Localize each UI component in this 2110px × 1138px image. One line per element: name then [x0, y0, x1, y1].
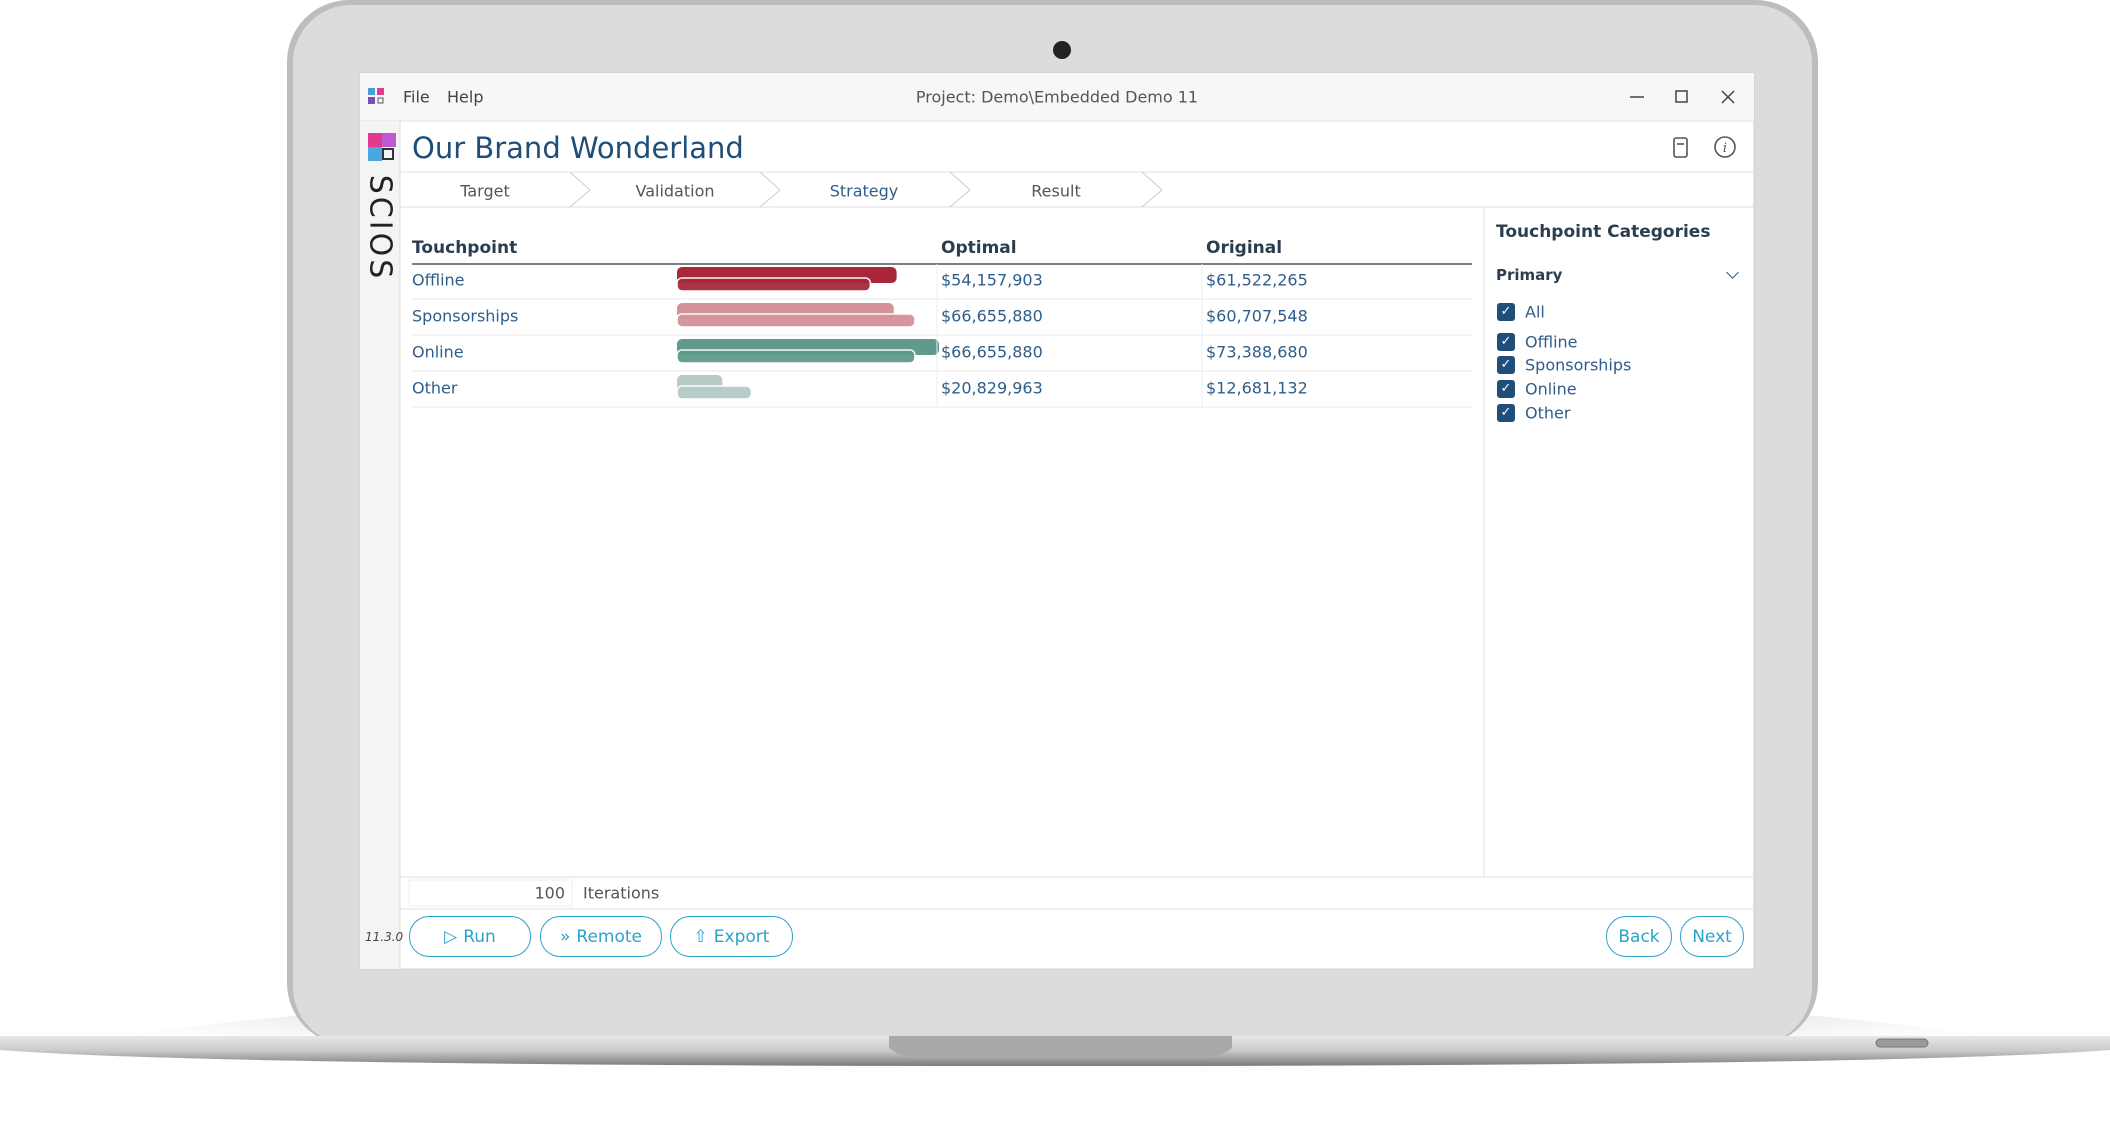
optimal-value: $20,829,963 — [941, 378, 1043, 398]
logo-text: SCIOS — [362, 174, 398, 282]
checkbox-label: Offline — [1525, 332, 1578, 352]
heading: Our Brand Wonderland — [412, 131, 744, 165]
button[interactable]: » Remote — [540, 916, 662, 957]
project-title: Project: Demo\Embedded Demo 11 — [915, 87, 1199, 107]
group-label: Primary — [1496, 266, 1563, 284]
button-label: Remote — [576, 926, 642, 947]
notch — [889, 1036, 1232, 1058]
iterations-label: Iterations — [583, 883, 660, 903]
checkbox[interactable]: ✓ — [1497, 333, 1515, 351]
tab[interactable]: Strategy — [829, 181, 899, 201]
checkbox-label: Online — [1525, 379, 1577, 399]
touchpoint-name: Offline — [412, 270, 465, 290]
iterations-value: 100 — [534, 883, 565, 903]
menu-item: Help — [447, 87, 484, 107]
version: 11.3.0 — [365, 930, 404, 944]
touchpoint-name: Sponsorships — [412, 306, 519, 326]
original-value: $73,388,680 — [1206, 342, 1308, 362]
port — [1875, 1038, 1929, 1048]
menu-item: File — [403, 87, 430, 107]
optimal-bar — [676, 349, 916, 364]
optimal-value: $66,655,880 — [941, 306, 1043, 326]
window — [359, 72, 1755, 970]
button-label: Run — [463, 926, 496, 947]
checkbox[interactable]: ✓ — [1497, 356, 1515, 374]
column-header: Optimal — [941, 238, 1017, 258]
button[interactable]: Next — [1680, 916, 1744, 957]
tab[interactable]: Validation — [635, 181, 715, 201]
optimal-value: $54,157,903 — [941, 270, 1043, 290]
original-value: $61,522,265 — [1206, 270, 1308, 290]
button[interactable]: ⇧ Export — [670, 916, 793, 957]
checkbox[interactable]: ✓ — [1497, 404, 1515, 422]
tab[interactable]: Result — [1031, 181, 1081, 201]
button-label: Back — [1618, 926, 1660, 947]
checkbox-label: Other — [1525, 403, 1571, 423]
optimal-bar — [676, 277, 872, 292]
optimal-bar — [676, 313, 916, 328]
column-header: Original — [1206, 238, 1283, 258]
optimal-value: $66,655,880 — [941, 342, 1043, 362]
panel-title: Touchpoint Categories — [1496, 222, 1711, 242]
touchpoint-name: Online — [412, 342, 464, 362]
original-value: $60,707,548 — [1206, 306, 1308, 326]
touchpoint-name: Other — [412, 378, 458, 398]
checkbox-label: Sponsorships — [1525, 355, 1632, 375]
checkbox-label: All — [1525, 302, 1545, 322]
camera — [1053, 41, 1071, 59]
svg-text:i: i — [1723, 141, 1727, 156]
button[interactable]: ▷ Run — [409, 916, 531, 957]
title-bar — [360, 73, 1754, 121]
button[interactable]: Back — [1606, 916, 1672, 957]
tab[interactable]: Target — [460, 181, 510, 201]
button-label: Next — [1692, 926, 1732, 947]
optimal-bar — [676, 385, 753, 400]
sidebar — [360, 121, 400, 969]
checkbox[interactable]: ✓ — [1497, 303, 1515, 321]
column-header: Touchpoint — [412, 238, 518, 258]
original-value: $12,681,132 — [1206, 378, 1308, 398]
button-label: Export — [713, 926, 770, 947]
checkbox[interactable]: ✓ — [1497, 380, 1515, 398]
